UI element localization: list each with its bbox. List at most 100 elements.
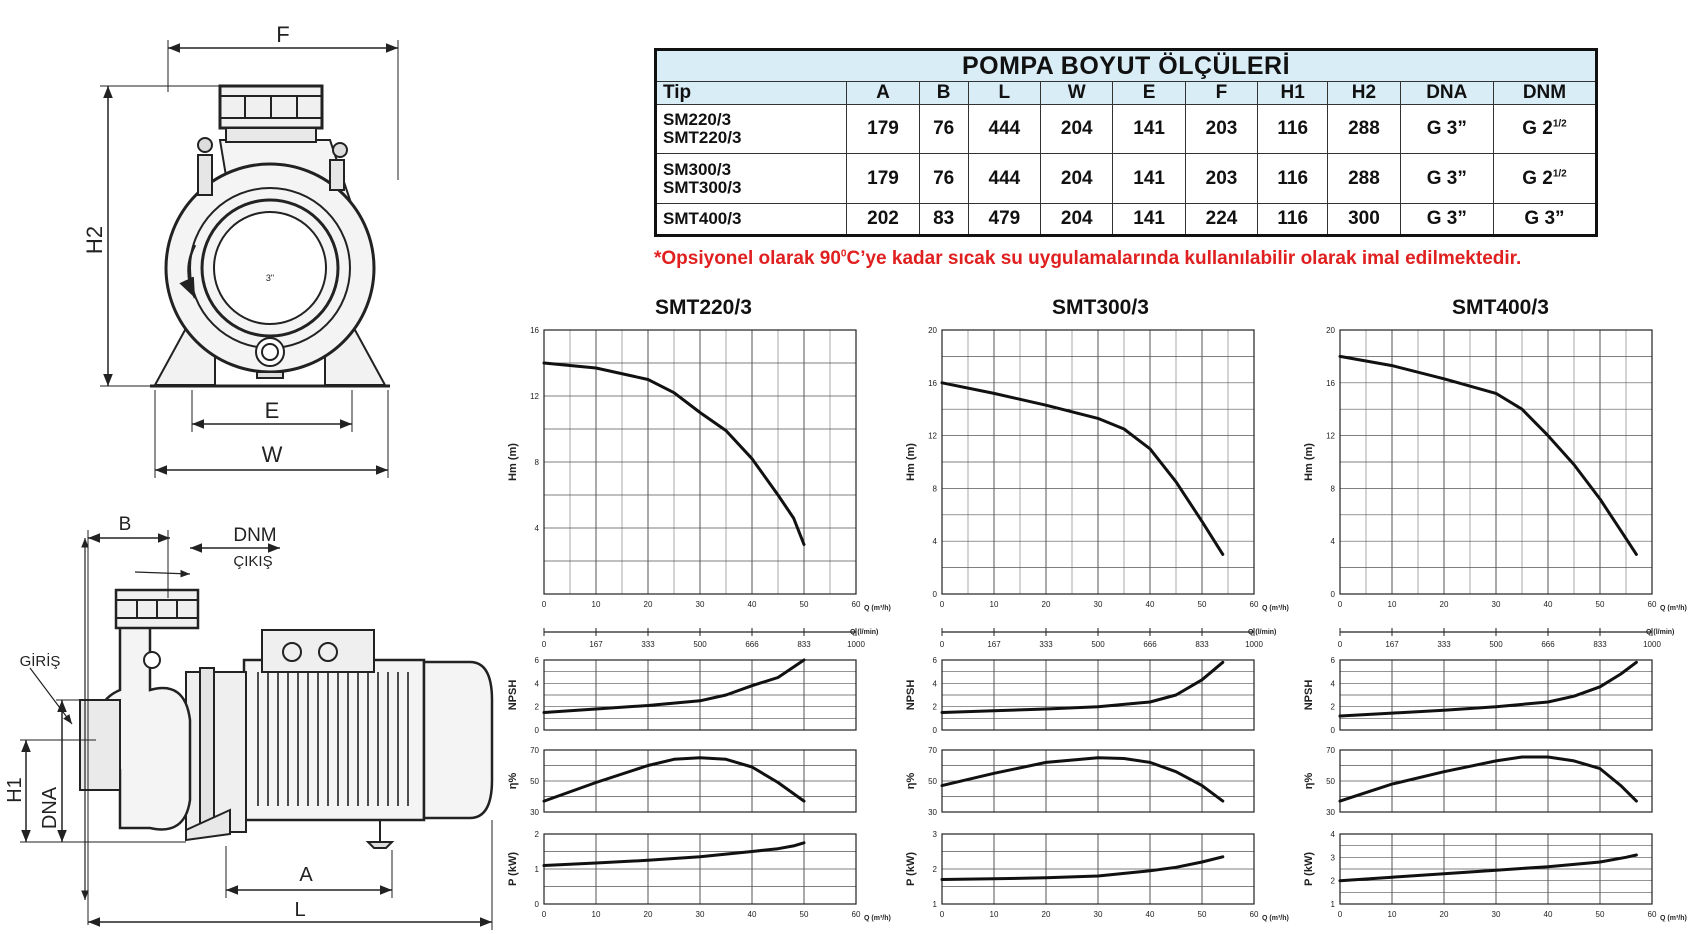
x-tick-label: 60 — [852, 910, 861, 919]
y-axis-label: Hm (m) — [507, 443, 519, 481]
x-tick-label: 40 — [1146, 600, 1155, 609]
lmin-tick-label: 333 — [1437, 640, 1451, 649]
lmin-axis: 0 167 333 500 666 833 1000 Q (l/min) — [940, 628, 1276, 649]
x-tick-label: 30 — [696, 910, 705, 919]
data-point — [777, 781, 779, 784]
data-point — [1443, 378, 1445, 380]
y-tick-label: 16 — [530, 326, 539, 335]
data-point — [595, 862, 597, 864]
note-text: C’ye kadar sıcak su uygulamalarında kull… — [846, 248, 1522, 269]
data-point — [1547, 435, 1549, 437]
data-point — [647, 704, 649, 707]
x-tick-label: 50 — [800, 910, 809, 919]
data-point — [673, 392, 675, 394]
y-tick-label: 70 — [928, 746, 937, 755]
pump-technical-drawing: F H2 E W 3" — [4, 22, 494, 930]
data-point — [725, 430, 727, 432]
data-point — [1045, 761, 1047, 764]
y-tick-label: 1 — [535, 865, 540, 874]
data-point — [1175, 771, 1177, 773]
chart-title-smt220: SMT220/3 — [655, 296, 752, 319]
plot-frame — [1339, 659, 1653, 731]
lmin-tick-label: 333 — [641, 640, 655, 649]
x-tick-label: 20 — [1440, 600, 1449, 609]
lmin-tick-label: 167 — [1385, 640, 1399, 649]
col-dna: DNA — [1399, 81, 1494, 105]
cell-h2: 300 — [1327, 202, 1401, 237]
cell-l: 479 — [967, 202, 1042, 237]
y-tick-label: 1 — [1331, 900, 1336, 909]
col-w: W — [1040, 81, 1114, 105]
col-tip: Tip — [654, 81, 848, 105]
x-tick-label: 60 — [1648, 600, 1657, 609]
data-point — [647, 859, 649, 861]
plot-frame — [543, 659, 857, 731]
x-axis-label: Q (m³/h) — [864, 605, 891, 612]
data-point — [751, 850, 753, 853]
y-tick-label: 1 — [933, 900, 938, 909]
data-point — [1547, 756, 1549, 758]
chart-title-smt300: SMT300/3 — [1052, 296, 1149, 319]
x-tick-label: 0 — [1338, 910, 1343, 919]
label-outlet: ÇIKIŞ — [233, 553, 272, 570]
x-tick-label: 40 — [748, 600, 757, 609]
data-point — [1149, 701, 1151, 703]
y-tick-label: 30 — [1326, 808, 1335, 817]
dnm-value: G 2 — [1522, 118, 1553, 140]
lmin-tick-label: 666 — [1541, 640, 1555, 649]
data-point — [1123, 757, 1125, 760]
y-tick-label: 6 — [933, 656, 938, 665]
lmin-tick-label: 0 — [542, 640, 547, 649]
data-point — [1620, 673, 1622, 675]
label-a: A — [299, 864, 313, 886]
x-tick-label: 50 — [1596, 600, 1605, 609]
plot-frame — [1339, 749, 1653, 813]
data-point — [673, 758, 675, 760]
y-axis-label: P (kW) — [905, 852, 917, 886]
col-l: L — [967, 81, 1042, 105]
y-axis-label: NPSH — [507, 680, 519, 711]
label-e: E — [265, 398, 280, 423]
cell-dna: G 3” — [1399, 153, 1494, 204]
front-view — [100, 40, 399, 478]
plot-frame — [941, 749, 1255, 813]
y-tick-label: 4 — [535, 679, 540, 688]
data-point — [1097, 417, 1099, 420]
data-point — [777, 848, 779, 850]
front-view-labels: F H2 E W 3" — [82, 22, 290, 467]
x-tick-label: 20 — [1440, 910, 1449, 919]
data-point — [993, 772, 995, 774]
performance-curve — [1338, 755, 1638, 803]
data-point — [1045, 708, 1047, 710]
data-point — [1635, 553, 1637, 556]
chart-panel: 30 50 70 η% — [1303, 746, 1653, 817]
col-e: E — [1112, 81, 1186, 105]
lmin-tick-label: 833 — [797, 640, 811, 649]
data-point — [1495, 869, 1497, 871]
col-dnm: DNM — [1492, 81, 1598, 105]
performance-curve — [940, 660, 1225, 714]
data-point — [1620, 785, 1622, 787]
cell-h2: 288 — [1327, 103, 1401, 155]
x-tick-label: 10 — [592, 600, 601, 609]
y-tick-label: 12 — [928, 432, 937, 441]
data-point — [1495, 392, 1497, 394]
y-tick-label: 12 — [530, 392, 539, 401]
table-row: SM220/3 SMT220/3 179 76 444 204 141 203 1… — [654, 103, 1598, 155]
data-point — [1599, 861, 1601, 863]
x-tick-label: 0 — [542, 910, 547, 919]
plot-frame — [1339, 833, 1653, 905]
data-point — [993, 392, 995, 394]
y-tick-label: 0 — [933, 590, 938, 599]
x-tick-label: 40 — [1146, 910, 1155, 919]
data-point — [1339, 800, 1341, 802]
y-axis-label: Hm (m) — [1303, 443, 1315, 481]
performance-curve — [542, 756, 806, 803]
chart-panel: 0 2 4 6 NPSH — [1303, 656, 1653, 735]
cell-dnm: G 21/2 — [1492, 103, 1598, 155]
lmin-tick-label: 167 — [987, 640, 1001, 649]
x-tick-label: 50 — [1198, 600, 1207, 609]
table-row: SM300/3 SMT300/3 179 76 444 204 141 203 1… — [654, 153, 1598, 204]
data-point — [1599, 498, 1601, 500]
